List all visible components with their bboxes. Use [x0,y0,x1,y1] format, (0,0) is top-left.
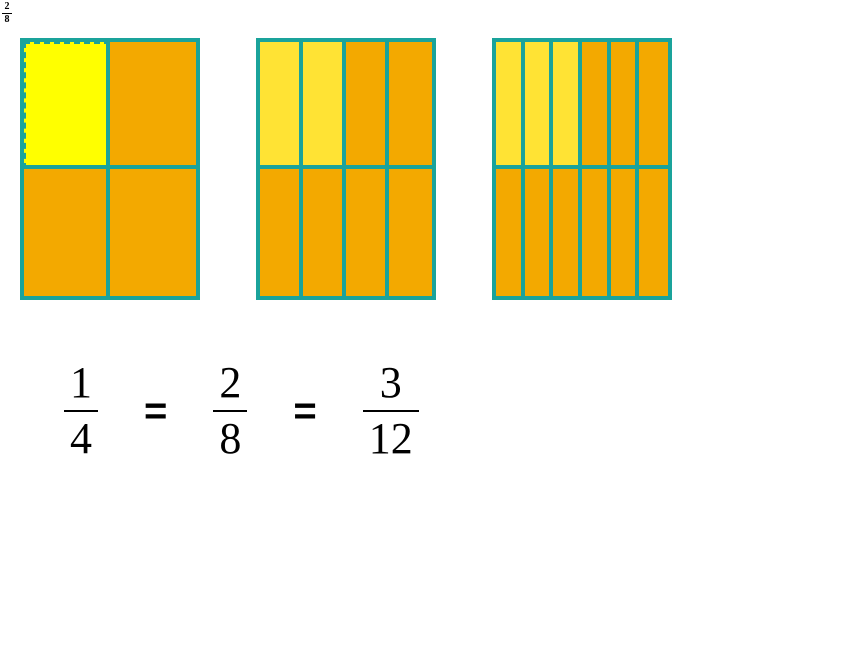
fraction-3-12: 3 12 [363,360,419,462]
fraction-1-4: 1 4 [64,360,98,462]
corner-fraction-num: 2 [5,1,10,12]
fraction-denominator: 8 [213,416,247,462]
cell [389,169,432,296]
cell [389,42,432,169]
cell [110,42,196,169]
fraction-rect-3 [492,38,672,300]
cell [553,42,582,169]
cell [303,169,346,296]
fraction-rect-2 [256,38,436,300]
cell [260,42,303,169]
equation-row: 1 4 = 2 8 = 3 12 [64,360,419,462]
fraction-denominator: 4 [64,416,98,462]
fraction-denominator: 12 [363,416,419,462]
equals-sign: = [134,389,177,434]
cell [525,169,554,296]
fraction-bar [363,410,419,412]
fraction-bar [64,410,98,412]
cell [639,169,668,296]
fraction-numerator: 1 [64,360,98,406]
cell [611,169,640,296]
corner-fraction: 2 8 [2,2,12,25]
cell [582,169,611,296]
cell [582,42,611,169]
cell [553,169,582,296]
cell [639,42,668,169]
cell [303,42,346,169]
fraction-numerator: 3 [374,360,408,406]
equals-sign: = [283,389,326,434]
stage: 2 8 1 4 = 2 8 = 3 12 [0,0,860,645]
cell [496,42,525,169]
fraction-2-8: 2 8 [213,360,247,462]
cell [24,169,110,296]
corner-fraction-den: 8 [5,14,10,25]
cell [611,42,640,169]
fraction-numerator: 2 [213,360,247,406]
cell [346,42,389,169]
cell [346,169,389,296]
fraction-rect-1 [20,38,200,300]
cell [496,169,525,296]
cell [525,42,554,169]
cell [110,169,196,296]
cell [24,42,110,169]
fraction-diagrams [20,38,672,300]
fraction-bar [213,410,247,412]
cell [260,169,303,296]
